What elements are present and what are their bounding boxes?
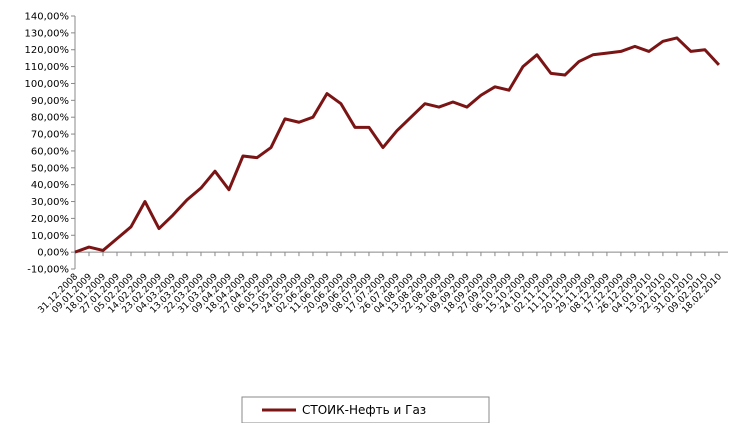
legend-label: СТОИК-Нефть и Газ [302, 403, 426, 417]
y-tick-label: 50,00% [31, 163, 69, 174]
y-tick-label: 20,00% [31, 214, 69, 225]
y-tick-label: 110,00% [25, 62, 70, 73]
y-tick-label: 120,00% [25, 45, 70, 56]
y-tick-label: -10,00% [27, 265, 69, 276]
y-tick-label: 30,00% [31, 197, 69, 208]
y-tick-label: 40,00% [31, 180, 69, 191]
y-tick-label: 70,00% [31, 130, 69, 141]
y-tick-label: 140,00% [25, 12, 70, 23]
y-tick-label: 130,00% [25, 28, 70, 39]
y-tick-label: 10,00% [31, 231, 69, 242]
y-tick-label: 0,00% [37, 248, 69, 259]
y-tick-label: 90,00% [31, 96, 69, 107]
series-line [74, 36, 721, 254]
y-tick-label: 80,00% [31, 113, 69, 124]
y-tick-label: 100,00% [25, 79, 70, 90]
y-tick-label: 60,00% [31, 146, 69, 157]
